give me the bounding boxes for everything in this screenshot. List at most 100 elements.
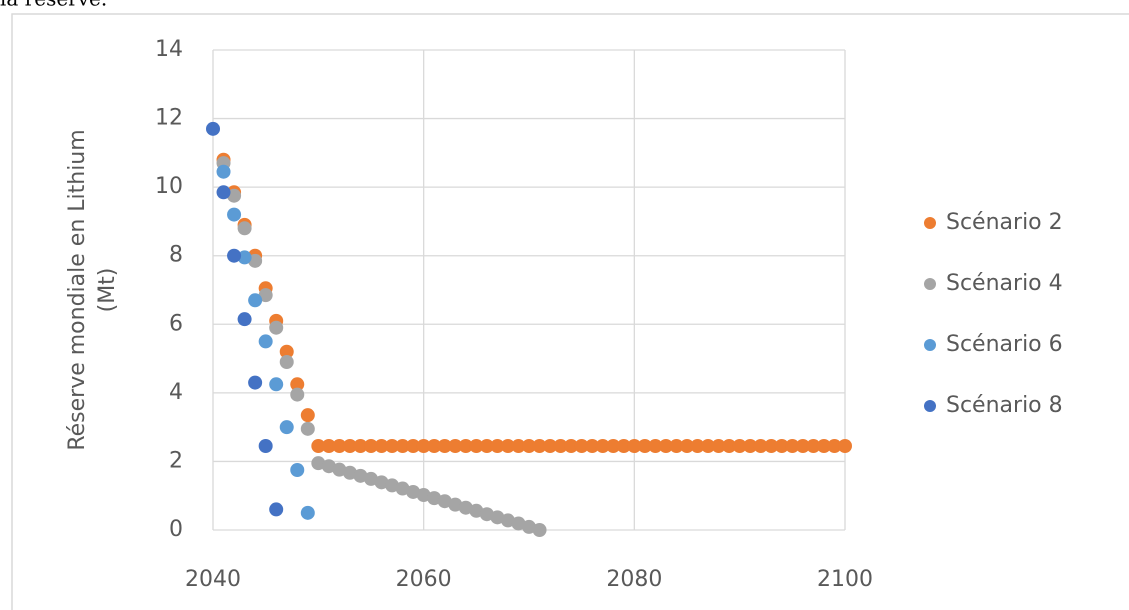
data-point (648, 439, 663, 453)
data-point (227, 248, 242, 263)
data-point (342, 465, 357, 480)
data-point (627, 439, 642, 453)
data-point (406, 439, 421, 453)
data-point (427, 439, 442, 453)
data-point (690, 439, 705, 453)
data-point (395, 481, 410, 496)
data-point (500, 513, 515, 528)
data-point (490, 439, 505, 453)
data-point (416, 488, 431, 503)
data-point (532, 523, 547, 537)
data-point (332, 439, 347, 453)
data-point (311, 456, 326, 471)
data-point (595, 439, 610, 453)
data-point (448, 497, 463, 512)
data-point (701, 439, 716, 453)
data-point (437, 494, 452, 509)
data-point (269, 377, 284, 392)
data-point (258, 288, 273, 303)
data-point (795, 439, 810, 453)
data-point (816, 439, 831, 453)
data-point (279, 355, 294, 369)
data-point (321, 439, 336, 453)
text-above: la réserve. (0, 0, 107, 11)
data-point (827, 439, 842, 453)
y-axis-label: Réserve mondiale en Lithium (65, 129, 90, 450)
data-point (564, 439, 579, 453)
data-point (332, 462, 347, 477)
data-point (774, 439, 789, 453)
y-tick-label: 2 (169, 448, 183, 473)
data-point (806, 439, 821, 453)
legend-label: Scénario 8 (946, 393, 1063, 418)
data-point (227, 207, 242, 222)
data-point (216, 164, 231, 179)
data-point (838, 439, 852, 453)
data-point (522, 519, 536, 534)
data-point (669, 439, 684, 453)
data-point (385, 478, 400, 493)
data-point (479, 439, 494, 453)
data-point (574, 439, 589, 453)
data-point (458, 439, 473, 453)
legend-label: Scénario 2 (946, 210, 1063, 235)
data-point (248, 293, 263, 308)
legend-marker (924, 400, 936, 412)
data-point (290, 463, 305, 477)
data-point (732, 439, 747, 453)
data-point (585, 439, 600, 453)
data-point (258, 334, 273, 349)
data-point (500, 439, 515, 453)
data-point (237, 221, 252, 236)
data-point (311, 439, 326, 453)
data-point (364, 439, 378, 453)
y-axis-label: (Mt) (95, 268, 120, 313)
data-point (206, 121, 220, 136)
data-point (479, 507, 494, 522)
data-point (290, 377, 305, 392)
data-point (395, 439, 410, 453)
data-point (342, 439, 357, 453)
data-point (543, 439, 558, 453)
data-point (300, 421, 315, 436)
y-tick-label: 6 (169, 311, 183, 336)
chart-frame (11, 13, 1129, 610)
data-point (279, 420, 294, 435)
data-point (511, 516, 526, 531)
data-point (658, 439, 673, 453)
data-point (722, 439, 737, 453)
legend-label: Scénario 4 (946, 271, 1063, 296)
x-tick-label: 2080 (606, 567, 662, 592)
data-point (753, 439, 768, 453)
data-point (248, 253, 263, 268)
data-point (300, 408, 315, 423)
legend-marker (924, 339, 936, 351)
data-point (743, 439, 758, 453)
data-point (248, 375, 263, 390)
data-point (437, 439, 452, 453)
data-point (616, 439, 631, 453)
data-point (290, 387, 305, 402)
y-tick-label: 14 (155, 37, 183, 62)
data-point (785, 439, 800, 453)
x-tick-label: 2040 (185, 567, 241, 592)
data-point (353, 468, 368, 483)
data-point (300, 505, 315, 520)
data-point (237, 312, 252, 327)
data-point (269, 320, 284, 335)
data-point (427, 491, 442, 506)
data-point (353, 439, 368, 453)
data-point (216, 185, 231, 200)
legend-marker (924, 217, 936, 229)
data-point (279, 344, 294, 359)
data-point (374, 439, 389, 453)
data-point (553, 439, 568, 453)
data-point (522, 439, 536, 453)
legend-marker (924, 278, 936, 290)
y-tick-label: 4 (169, 380, 183, 405)
data-point (416, 439, 431, 453)
data-point (385, 439, 400, 453)
y-tick-label: 12 (155, 106, 183, 131)
y-tick-label: 0 (169, 517, 183, 542)
